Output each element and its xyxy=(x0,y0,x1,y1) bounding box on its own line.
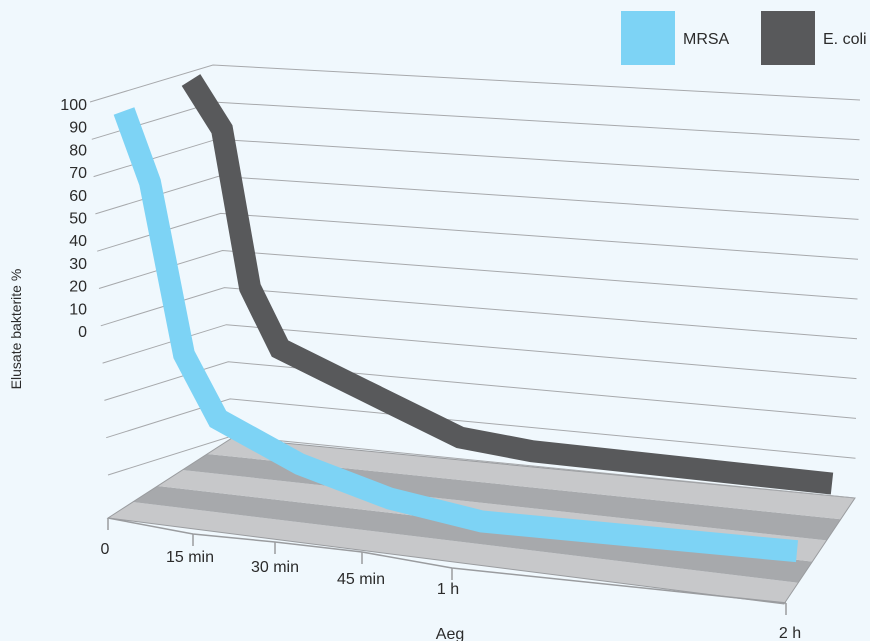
y-tick-label: 80 xyxy=(69,142,87,159)
gridline xyxy=(89,64,861,103)
legend-label: E. coli xyxy=(823,31,867,48)
gridline xyxy=(102,324,857,380)
series-line xyxy=(113,107,799,563)
x-tick-label: 2 h xyxy=(779,625,801,641)
gridline xyxy=(93,138,860,181)
legend-swatch xyxy=(761,11,815,65)
y-tick-label: 50 xyxy=(69,211,87,228)
y-tick-label: 70 xyxy=(69,165,87,182)
y-tick-label: 30 xyxy=(69,256,87,273)
floor-stripe xyxy=(108,502,799,604)
legend-swatch xyxy=(621,11,675,65)
x-axis-line xyxy=(107,517,787,604)
x-tick-label: 1 h xyxy=(437,581,459,598)
y-tick-label: 90 xyxy=(69,120,87,137)
y-axis-title: Elusate bakterite % xyxy=(8,269,24,390)
y-tick-label: 40 xyxy=(69,233,87,250)
x-tick-label: 0 xyxy=(101,541,110,558)
gridline xyxy=(104,361,857,419)
floor-stripe xyxy=(207,438,855,520)
floor-stripe xyxy=(132,486,813,583)
gridline xyxy=(98,249,858,300)
x-tick-label: 45 min xyxy=(337,571,385,588)
y-tick-label: 10 xyxy=(69,301,87,318)
chart-series xyxy=(113,74,834,563)
gridline xyxy=(106,398,856,459)
x-axis-title: Aeg xyxy=(436,626,464,641)
x-tick-label: 15 min xyxy=(166,549,214,566)
x-tick-label: 30 min xyxy=(251,559,299,576)
y-tick-label: 100 xyxy=(60,97,87,114)
legend-label: MRSA xyxy=(683,31,730,48)
gridline xyxy=(100,287,858,340)
y-tick-label: 0 xyxy=(78,324,87,341)
y-tick-label: 60 xyxy=(69,188,87,205)
y-tick-label: 20 xyxy=(69,279,87,296)
gridline xyxy=(95,175,859,220)
chart-legend: MRSA E. coli xyxy=(621,11,867,65)
gridline xyxy=(97,212,859,260)
series-line xyxy=(181,74,834,495)
x-axis: 0 15 min 30 min 45 min 1 h 2 h xyxy=(101,517,801,641)
